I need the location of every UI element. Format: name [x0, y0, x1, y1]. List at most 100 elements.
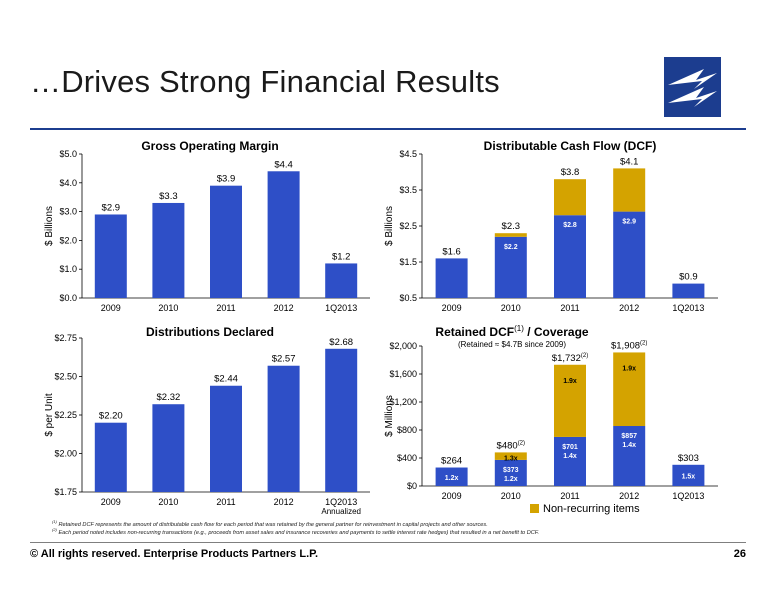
bar-base-segment [435, 467, 468, 486]
y-tick-label: $4.5 [399, 149, 417, 159]
x-tick-label: 2011 [216, 303, 235, 313]
x-tick-label: 2010 [501, 303, 521, 313]
total-label: $303 [678, 453, 699, 464]
y-axis-label: $ Millions [384, 395, 395, 437]
page-title: …Drives Strong Financial Results [30, 64, 500, 99]
x-tick-sublabel: Annualized [321, 507, 361, 516]
chart-title: Distributions Declared [146, 325, 274, 339]
footnote-2: (2) Each period noted includes non-recur… [52, 527, 540, 536]
x-tick-label: 2012 [274, 303, 294, 313]
data-label: $2.57 [272, 354, 296, 365]
x-tick-label: 2012 [619, 491, 639, 501]
y-tick-label: $0.5 [399, 293, 417, 303]
coverage-label: 1.4x [622, 442, 636, 449]
data-label: $2.20 [99, 411, 123, 422]
data-label: $2.9 [102, 202, 121, 213]
footnote-1: (1) Retained DCF represents the amount o… [52, 519, 488, 528]
coverage-label: 1.2x [504, 476, 518, 483]
y-axis-label: $ Billions [44, 206, 55, 246]
total-label: $2.3 [502, 221, 521, 232]
y-axis-label: $ Billions [384, 206, 395, 246]
bar [210, 385, 242, 492]
y-tick-label: $2.75 [54, 333, 77, 343]
x-tick-label: 2010 [158, 303, 178, 313]
x-tick-label: 2012 [274, 497, 294, 507]
total-label: $3.8 [561, 167, 580, 178]
bar-base-segment [554, 436, 586, 486]
total-footnote-marker: (2) [581, 353, 588, 359]
data-label: $2.68 [329, 337, 353, 348]
company-logo [664, 57, 721, 117]
bar-base-segment [435, 258, 468, 298]
y-tick-label: $1.0 [59, 264, 77, 274]
segment-label: $373 [503, 467, 519, 474]
title-footnote-marker: (1) [514, 324, 524, 333]
bar-base-segment [494, 459, 527, 486]
data-label: $3.3 [159, 191, 178, 202]
x-tick-label: 2012 [619, 303, 639, 313]
legend-swatch [530, 504, 539, 513]
y-tick-label: $3.0 [59, 207, 77, 217]
y-tick-label: $2.25 [54, 410, 77, 420]
chart-title: Retained DCF(1) / Coverage [435, 324, 588, 339]
total-label: $4.1 [620, 156, 639, 167]
coverage-label: 1.5x [682, 473, 696, 480]
total-label: $0.9 [679, 272, 698, 283]
bar-nonrecurring-segment [554, 364, 586, 437]
bar [267, 171, 300, 298]
bar-base-segment [554, 215, 586, 298]
y-tick-label: $1,600 [389, 369, 417, 379]
bar-nonrecurring-segment [613, 352, 646, 427]
x-tick-label: 2010 [501, 491, 521, 501]
bar-base-segment [672, 283, 705, 298]
bar [325, 348, 358, 492]
total-label: $1,908(2) [611, 340, 647, 351]
bar [325, 263, 358, 298]
segment-label: $2.8 [563, 222, 577, 229]
x-tick-label: 2011 [560, 303, 579, 313]
segment-label: 1.3x [504, 455, 518, 462]
y-tick-label: $2.5 [399, 221, 417, 231]
total-label: $480(2) [497, 440, 525, 451]
y-tick-label: $1,200 [389, 397, 417, 407]
title-suffix: / Coverage [524, 325, 589, 339]
bar [152, 202, 185, 298]
x-tick-label: 1Q2013 [325, 497, 357, 507]
distributable-cash-flow-chart: $0.5 $1.5 $2.5 $3.5 $4.5 $ Billions Distributa… [384, 139, 718, 313]
footer-divider [30, 542, 746, 543]
x-tick-label: 2011 [560, 491, 579, 501]
segment-label: $2.2 [504, 244, 518, 251]
y-tick-label: $2.0 [59, 235, 77, 245]
bar-nonrecurring-segment [494, 452, 527, 460]
segment-label: $2.9 [622, 219, 636, 226]
segment-label: 1.9x [563, 378, 577, 385]
copyright-notice: © All rights reserved. Enterprise Produc… [30, 548, 319, 560]
data-label: $2.44 [214, 374, 238, 385]
total-label: $264 [441, 456, 462, 467]
chart-title: Gross Operating Margin [141, 139, 278, 153]
x-tick-label: 2009 [442, 303, 462, 313]
y-tick-label: $2.00 [54, 449, 77, 459]
bar-base-segment [613, 211, 646, 298]
x-tick-label: 2011 [216, 497, 235, 507]
bar-nonrecurring-segment [554, 179, 586, 216]
y-tick-label: $800 [397, 425, 417, 435]
total-footnote-marker: (2) [518, 440, 525, 446]
y-tick-label: $5.0 [59, 149, 77, 159]
bar [94, 422, 127, 492]
data-label: $1.2 [332, 251, 351, 262]
segment-label: 1.9x [622, 365, 636, 372]
y-tick-label: $1.75 [54, 487, 77, 497]
x-tick-label: 2009 [101, 497, 121, 507]
total-footnote-marker: (2) [640, 340, 647, 346]
chart-subtitle: (Retained ≈ $4.7B since 2009) [458, 340, 566, 349]
y-tick-label: $1.5 [399, 257, 417, 267]
page-number: 26 [733, 548, 746, 560]
y-tick-label: $0 [407, 481, 417, 491]
bar-nonrecurring-segment [613, 168, 646, 212]
legend-label: Non-recurring items [543, 503, 640, 515]
data-label: $4.4 [274, 159, 293, 170]
bar [210, 185, 242, 298]
segment-label: $701 [562, 444, 578, 451]
bar-base-segment [672, 464, 705, 486]
